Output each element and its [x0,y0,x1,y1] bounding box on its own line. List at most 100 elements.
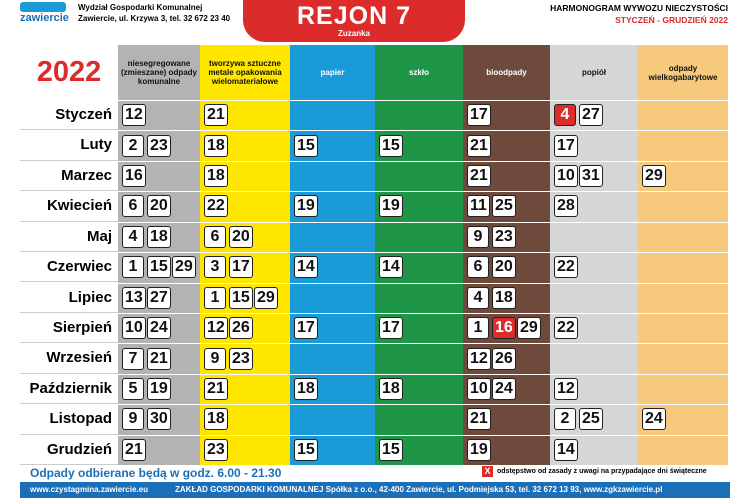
day: 21 [122,438,146,461]
month-bg [20,160,118,192]
column-header: tworzywa sztuczne metale opakowania wiel… [208,59,282,86]
day: 18 [204,408,228,431]
month: Sierpień [52,318,112,336]
row-line [20,130,728,132]
address: Zawiercie, ul. Krzywa 3, tel. 32 672 23 … [78,14,231,23]
day: 27 [579,104,603,127]
day: 9 [204,347,226,370]
row-line [20,282,728,284]
month: Październik [29,379,112,397]
day: 10 [554,165,578,188]
month-bg [20,373,118,405]
month-bg [20,404,118,435]
day: 15 [294,134,318,157]
column-header: bioodpady [486,68,527,77]
month-bg [20,221,118,253]
day: 29 [172,256,196,279]
day: 1 [467,317,489,340]
day: 18 [379,377,403,400]
day: 7 [122,347,144,370]
day: 19 [294,195,318,218]
header-line [20,100,728,101]
month: Kwiecień [46,197,112,215]
day: 29 [254,286,278,309]
day: 29 [642,165,666,188]
day: 24 [642,408,666,431]
row-line [20,343,728,345]
day: 23 [147,134,171,157]
month-bg [20,130,118,161]
day: 17 [294,317,318,340]
day: 17 [229,256,253,279]
day: 2 [122,134,144,157]
day: 5 [122,377,144,400]
day: 22 [554,256,578,279]
day: 20 [492,256,516,279]
website: www.czystagmina.zawiercie.eu [30,485,148,494]
day: 24 [147,317,171,340]
column-bg [290,45,375,465]
logo-icon [20,2,66,12]
region: REJON 7 [297,2,411,30]
month: Wrzesień [46,349,112,367]
legend-text: odstępstwo od zasady z uwagi na przypada… [497,468,707,475]
day: 19 [467,438,491,461]
hours: Odpady odbierane będą w godz. 6.00 - 21.… [30,466,282,480]
day: 21 [204,377,228,400]
day: 21 [467,165,491,188]
area: Zuzanka [337,29,370,38]
month-bg [20,434,118,465]
month-bg [20,282,118,313]
day: 23 [229,347,253,370]
column-bg [638,45,728,465]
title: HARMONOGRAM WYWOZU NIECZYSTOŚCI [550,3,728,13]
month: Czerwiec [46,258,112,276]
month: Listopad [49,410,113,428]
month: Luty [80,136,112,154]
day: 3 [204,256,226,279]
day: 31 [579,165,603,188]
day: 21 [467,134,491,157]
day: 9 [467,225,489,248]
department: Wydział Gospodarki Komunalnej [78,3,203,12]
day: 6 [122,195,144,218]
period: STYCZEŃ - GRUDZIEŃ 2022 [615,15,728,25]
day: 26 [492,347,516,370]
company: ZAKŁAD GOSPODARKI KOMUNALNEJ Spółka z o.… [175,485,663,494]
day: 24 [492,377,516,400]
row-line [20,373,728,375]
day: 4 [554,104,576,127]
month: Lipiec [68,288,112,306]
month: Styczeń [55,106,112,123]
day: 20 [147,195,171,218]
day: 26 [229,317,253,340]
day: 15 [379,134,403,157]
day: 15 [379,438,403,461]
day: 6 [467,256,489,279]
column-header: niesegregowane (zmieszane) odpady komuna… [120,59,197,86]
day: 10 [122,317,146,340]
day: 17 [379,317,403,340]
day: 14 [554,438,578,461]
footer-bar [20,482,730,498]
row-line [20,252,728,254]
column-header: odpady wielkogabarytowe [648,63,718,82]
day: 18 [492,286,516,309]
day: 20 [229,225,253,248]
day: 28 [554,195,578,218]
day: 1 [204,286,226,309]
day: 17 [554,134,578,157]
row-line [20,191,728,193]
day: 15 [229,286,253,309]
day: 27 [147,286,171,309]
day: 14 [294,256,318,279]
day: 25 [579,408,603,431]
row-line [20,221,728,223]
legend-mark: X [482,466,493,477]
row-line [20,404,728,406]
month: Maj [86,227,112,245]
column-header: szkło [408,68,429,77]
column-bg [375,45,463,465]
day: 18 [147,225,171,248]
day: 4 [122,225,144,248]
